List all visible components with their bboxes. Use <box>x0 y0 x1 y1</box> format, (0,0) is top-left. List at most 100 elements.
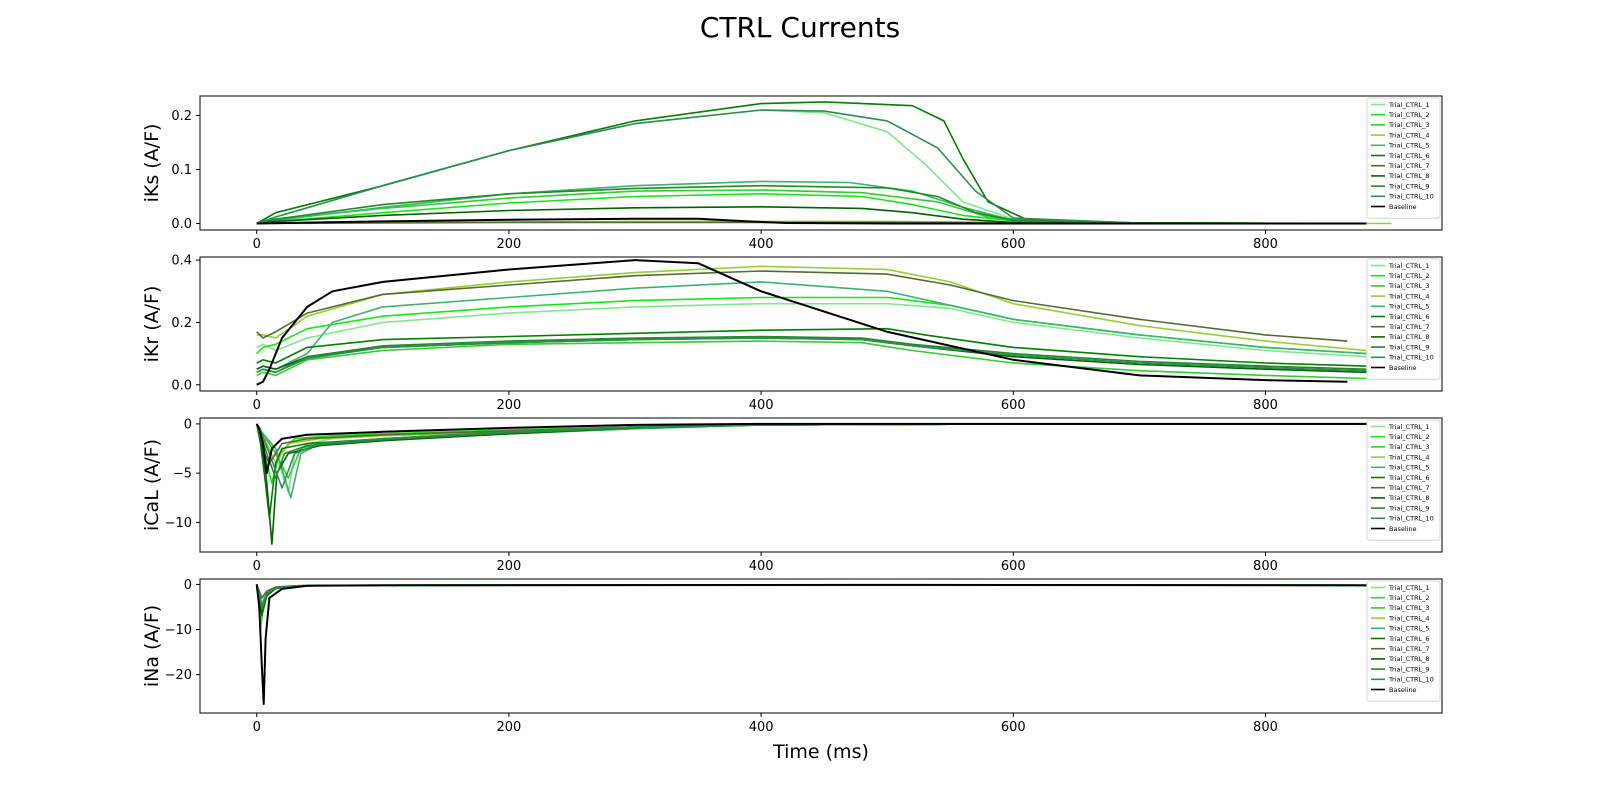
y-tick-label: −20 <box>165 668 192 683</box>
series-line-trial-ctrl-6 <box>255 584 1367 617</box>
legend-label: Trial_CTRL_8 <box>1388 172 1430 180</box>
legend-label: Trial_CTRL_10 <box>1388 193 1434 201</box>
legend-label: Trial_CTRL_4 <box>1388 614 1430 622</box>
series-line-trial-ctrl-6 <box>256 327 1367 367</box>
series-line-trial-ctrl-4 <box>255 584 1367 599</box>
series-line-trial-ctrl-5 <box>255 584 1367 606</box>
legend: Trial_CTRL_1 Trial_CTRL_2 Trial_CTRL_3 Tria… <box>1366 97 1441 219</box>
legend-label: Trial_CTRL_9 <box>1388 343 1430 351</box>
legend-label: Trial_CTRL_1 <box>1388 262 1430 270</box>
x-tick-label: 200 <box>497 559 522 574</box>
series-line-trial-ctrl-9 <box>256 184 1367 225</box>
legend-label: Trial_CTRL_7 <box>1388 645 1430 653</box>
legend-label: Trial_CTRL_3 <box>1388 443 1430 451</box>
legend-label: Trial_CTRL_2 <box>1388 594 1430 602</box>
legend-label: Trial_CTRL_6 <box>1388 635 1430 643</box>
legend-label: Trial_CTRL_9 <box>1388 504 1430 512</box>
series-line-baseline <box>256 259 1348 386</box>
x-tick-label: 200 <box>497 398 522 413</box>
series-line-trial-ctrl-1 <box>256 302 1367 358</box>
axes-frame <box>199 417 1443 553</box>
x-tick-label: 0 <box>253 398 261 413</box>
series-line-trial-ctrl-1 <box>255 584 1367 604</box>
legend-label: Trial_CTRL_6 <box>1388 474 1430 482</box>
legend-box <box>1366 258 1441 380</box>
series-line-trial-ctrl-10 <box>256 109 1367 225</box>
y-axis-label: iKr (A/F) <box>141 286 163 363</box>
x-tick-label: 0 <box>253 559 261 574</box>
y-axis-label: iCaL (A/F) <box>141 439 163 531</box>
legend-label: Trial_CTRL_5 <box>1388 303 1430 311</box>
x-tick-label: 800 <box>1253 720 1278 735</box>
y-tick-label: 0.0 <box>171 217 192 232</box>
legend-label: Trial_CTRL_5 <box>1388 142 1430 150</box>
series-line-baseline <box>256 217 1367 225</box>
legend-label: Trial_CTRL_2 <box>1388 111 1430 119</box>
legend-label: Trial_CTRL_1 <box>1388 423 1430 431</box>
x-tick-label: 800 <box>1253 237 1278 252</box>
subplot-stack: 0 200 400 600 800 0.0 0.1 0.2 iKs (A/F) Trial_CTR… <box>141 95 1443 735</box>
series-line-trial-ctrl-3 <box>255 584 1367 608</box>
legend-label: Trial_CTRL_3 <box>1388 121 1430 129</box>
series-line-trial-ctrl-8 <box>255 423 1367 545</box>
legend-box <box>1366 97 1441 219</box>
y-tick-label: 0.2 <box>171 109 192 124</box>
legend: Trial_CTRL_1 Trial_CTRL_2 Trial_CTRL_3 Tria… <box>1366 580 1441 702</box>
y-tick-label: 0 <box>184 417 192 432</box>
legend-label: Trial_CTRL_6 <box>1388 313 1430 321</box>
subplot-2: 0 200 400 600 800 0.0 0.2 0.4 iKr (A/F) Trial_CTR… <box>141 254 1443 413</box>
y-tick-label: −5 <box>173 467 192 482</box>
legend-label: Trial_CTRL_7 <box>1388 484 1430 492</box>
legend-label: Trial_CTRL_7 <box>1388 162 1430 170</box>
series-line-trial-ctrl-7 <box>255 584 1367 599</box>
legend-label: Trial_CTRL_7 <box>1388 323 1430 331</box>
y-tick-label: 0.2 <box>171 316 192 331</box>
legend-label: Trial_CTRL_8 <box>1388 655 1430 663</box>
legend-label: Trial_CTRL_8 <box>1388 333 1430 341</box>
y-tick-label: −10 <box>165 623 192 638</box>
x-tick-label: 800 <box>1253 398 1278 413</box>
x-tick-label: 400 <box>749 720 774 735</box>
legend-label: Trial_CTRL_4 <box>1388 131 1430 139</box>
legend-label: Trial_CTRL_9 <box>1388 665 1430 673</box>
legend-label: Trial_CTRL_2 <box>1388 433 1430 441</box>
legend-label: Trial_CTRL_2 <box>1388 272 1430 280</box>
legend-label: Trial_CTRL_9 <box>1388 182 1430 190</box>
series-line-trial-ctrl-2 <box>255 584 1367 631</box>
legend: Trial_CTRL_1 Trial_CTRL_2 Trial_CTRL_3 Tria… <box>1366 258 1441 380</box>
legend-label: Baseline <box>1389 525 1417 533</box>
chart-title: CTRL Currents <box>700 11 900 44</box>
y-tick-label: 0.0 <box>171 378 192 393</box>
legend-label: Baseline <box>1389 686 1417 694</box>
legend-label: Trial_CTRL_4 <box>1388 453 1430 461</box>
legend-label: Trial_CTRL_10 <box>1388 354 1434 362</box>
legend-label: Trial_CTRL_1 <box>1388 101 1430 109</box>
series-line-trial-ctrl-5 <box>256 281 1367 370</box>
legend-label: Trial_CTRL_5 <box>1388 625 1430 633</box>
series-line-trial-ctrl-9 <box>255 584 1367 610</box>
series-line-trial-ctrl-4 <box>256 265 1367 352</box>
series-line-baseline <box>255 422 1367 475</box>
series-lines <box>256 259 1367 386</box>
series-line-trial-ctrl-3 <box>256 340 1367 380</box>
x-tick-label: 200 <box>497 720 522 735</box>
x-tick-label: 600 <box>1001 398 1026 413</box>
x-axis-label: Time (ms) <box>772 741 869 763</box>
x-tick-label: 600 <box>1001 559 1026 574</box>
x-tick-label: 800 <box>1253 559 1278 574</box>
legend-label: Trial_CTRL_3 <box>1388 282 1430 290</box>
x-tick-label: 400 <box>749 237 774 252</box>
legend-label: Trial_CTRL_8 <box>1388 494 1430 502</box>
series-line-trial-ctrl-2 <box>256 193 1367 225</box>
y-axis-label: iKs (A/F) <box>141 124 163 203</box>
series-line-trial-ctrl-8 <box>256 337 1367 374</box>
x-tick-label: 0 <box>253 237 261 252</box>
legend-label: Trial_CTRL_5 <box>1388 464 1430 472</box>
series-line-baseline <box>255 583 1367 705</box>
x-tick-label: 400 <box>749 559 774 574</box>
axes-frame <box>199 578 1443 714</box>
series-lines <box>256 101 1392 225</box>
legend-box <box>1366 580 1441 702</box>
legend-label: Trial_CTRL_4 <box>1388 292 1430 300</box>
